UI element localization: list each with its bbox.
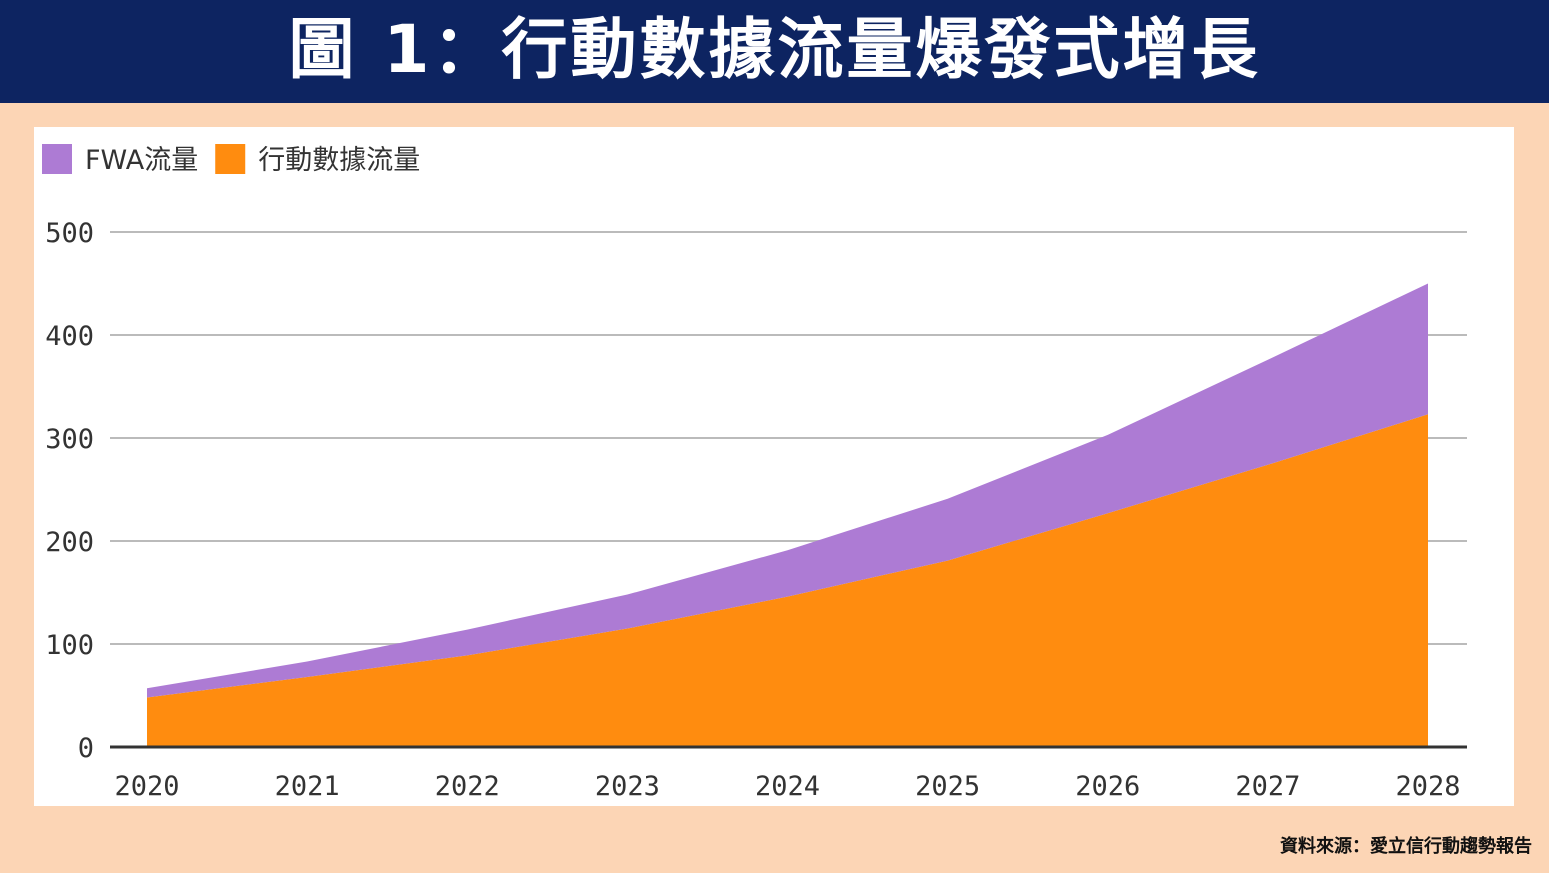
x-tick-label: 2028: [1395, 771, 1460, 802]
y-tick-label: 500: [45, 218, 94, 249]
y-tick-label: 0: [78, 733, 94, 764]
y-tick-label: 400: [45, 321, 94, 352]
chart: 0 100 200 300 400 500 2020 2021 2022 2023 2024 2025…: [34, 127, 1514, 806]
area: [147, 414, 1428, 747]
y-tick-label: 200: [45, 527, 94, 558]
x-tick-label: 2023: [595, 771, 660, 802]
y-tick-label: 100: [45, 630, 94, 661]
legend-swatch: [42, 144, 72, 174]
x-tick-label: 2024: [755, 771, 820, 802]
legend-label: 行動數據流量: [258, 145, 420, 176]
legend-label: FWA流量: [85, 145, 198, 176]
x-tick-label: 2026: [1075, 771, 1140, 802]
source-note: 資料來源：愛立信行動趨勢報告: [1280, 836, 1532, 857]
x-tick-label: 2021: [275, 771, 340, 802]
y-tick-label: 300: [45, 424, 94, 455]
area: [147, 283, 1428, 698]
x-tick-label: 2025: [915, 771, 980, 802]
x-tick-label: 2027: [1235, 771, 1300, 802]
legend-swatch: [215, 144, 246, 174]
x-tick-label: 2022: [435, 771, 500, 802]
chart-title: 圖 1：行動數據流量爆發式增長: [0, 0, 1549, 103]
x-tick-label: 2020: [114, 771, 179, 802]
